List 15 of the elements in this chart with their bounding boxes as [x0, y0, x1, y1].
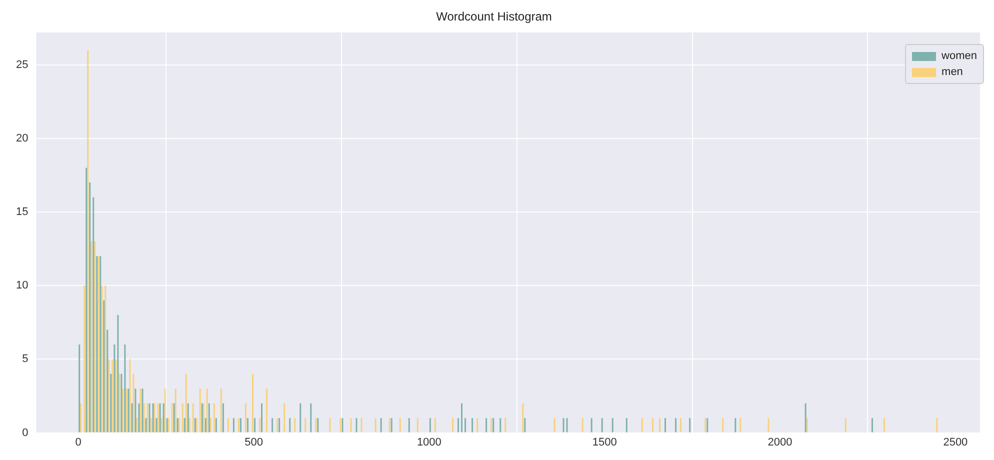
legend-label: men	[942, 65, 963, 80]
chart-title: Wordcount Histogram	[436, 10, 552, 24]
x-tick-label: 1500	[592, 436, 617, 448]
y-tick-label: 0	[22, 426, 28, 439]
y-tick-label: 15	[16, 206, 28, 218]
x-tick-label: 0	[75, 436, 82, 448]
y-tick-label: 10	[16, 280, 28, 292]
x-tick-label: 2500	[943, 436, 968, 448]
x-tick-label: 1000	[416, 436, 442, 448]
legend-label: women	[942, 49, 977, 64]
y-tick-label: 20	[16, 132, 28, 144]
x-tick-label: 2000	[768, 436, 792, 448]
x-tick-label: 500	[244, 436, 263, 448]
y-tick-label: 25	[16, 58, 28, 71]
y-tick-label: 5	[22, 353, 28, 366]
